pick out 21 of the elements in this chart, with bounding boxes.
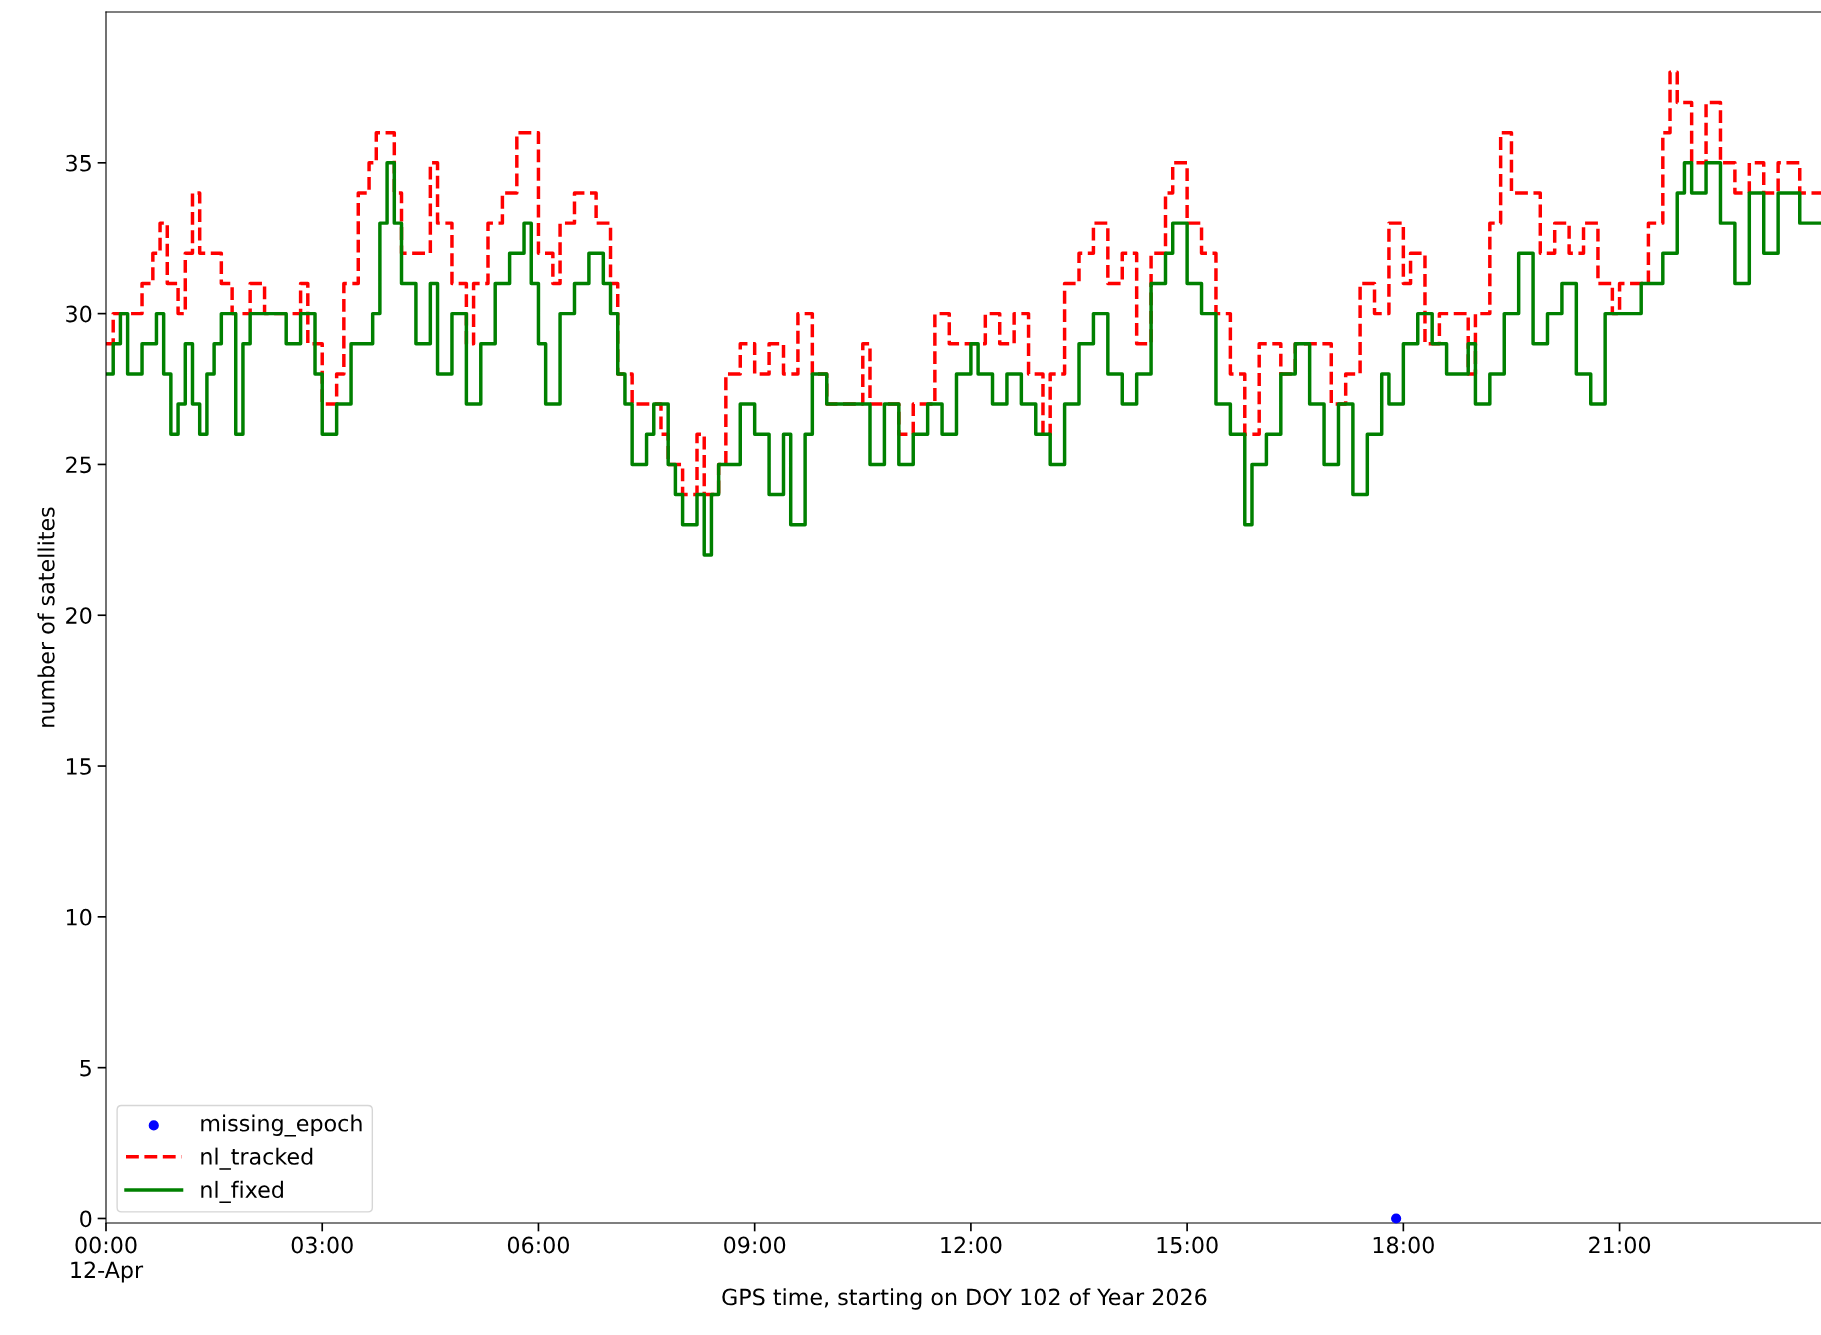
y-tick-label: 0 (80, 1210, 92, 1228)
x-tick-label: 03:00 (291, 1236, 353, 1254)
y-axis-title: number of satellites (37, 507, 55, 727)
y-tick-label: 25 (66, 456, 91, 474)
x-tick-label: 18:00 (1373, 1236, 1434, 1254)
legend-label: nl_fixed (201, 1180, 283, 1203)
y-tick-label: 20 (66, 607, 92, 624)
y-tick-label: 10 (66, 908, 92, 926)
y-tick-label: 35 (66, 154, 91, 172)
x-tick-label: 09:00 (724, 1236, 786, 1254)
x-tick-label: 15:00 (1157, 1236, 1218, 1254)
x-tick-label: 12:00 (941, 1236, 1002, 1254)
y-tick-label: 30 (66, 305, 92, 323)
legend-label: nl_tracked (201, 1147, 313, 1170)
legend-label: missing_epoch (201, 1114, 362, 1137)
x-tick-label: 00:00 12-Apr (71, 1236, 144, 1283)
x-tick-label: 06:00 (507, 1236, 569, 1254)
y-tick-label: 15 (66, 758, 91, 775)
y-tick-label: 5 (80, 1059, 91, 1077)
x-axis-title: GPS time, starting on DOY 102 of Year 2026 (722, 1288, 1207, 1310)
x-tick-label: 21:00 (1589, 1236, 1651, 1254)
